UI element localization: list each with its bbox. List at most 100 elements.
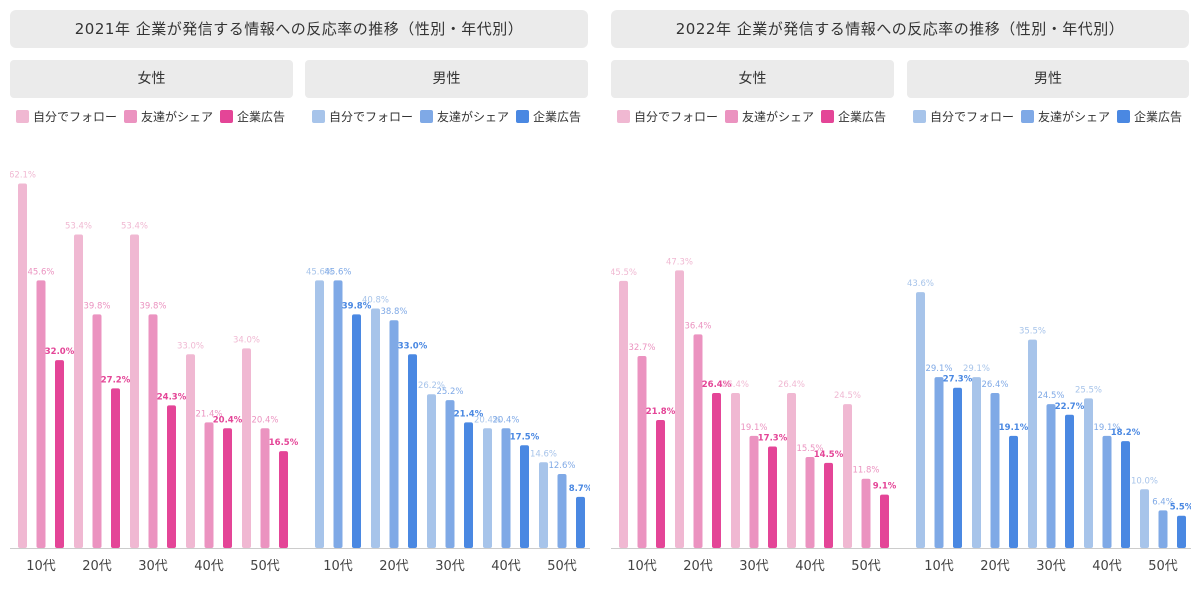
bar xyxy=(371,308,380,548)
data-label: 11.8% xyxy=(852,466,879,476)
data-label: 20.4% xyxy=(474,415,501,425)
bar xyxy=(242,348,251,548)
data-label: 36.4% xyxy=(684,321,711,331)
legend-item: 友達がシェア xyxy=(1021,108,1110,125)
bar xyxy=(576,496,585,548)
category-tick-label: 10代 xyxy=(26,559,56,574)
chart-panel-2022: 2022年 企業が発信する情報への反応率の推移（性別・年代別） 女性 男性 自分… xyxy=(611,0,1191,595)
data-label: 6.4% xyxy=(1152,497,1174,507)
data-label: 24.5% xyxy=(1037,391,1064,401)
legend-item: 自分でフォロー xyxy=(16,108,117,125)
bar xyxy=(1102,435,1112,548)
data-label: 38.8% xyxy=(380,307,407,317)
data-label: 8.7% xyxy=(569,484,590,494)
bar xyxy=(880,494,889,548)
legend-item: 自分でフォロー xyxy=(312,108,413,125)
bar xyxy=(768,446,777,548)
bar xyxy=(223,428,232,548)
bar xyxy=(539,462,548,548)
data-label: 21.4% xyxy=(195,409,222,419)
category-tick-label: 40代 xyxy=(1092,559,1122,574)
data-label: 45.6% xyxy=(27,267,54,277)
data-label: 12.6% xyxy=(548,461,575,471)
category-tick-label: 50代 xyxy=(851,559,881,574)
data-label: 53.4% xyxy=(121,222,148,232)
legend-swatch xyxy=(16,109,29,123)
bar xyxy=(18,183,27,548)
bar xyxy=(148,314,158,548)
category-tick-label: 30代 xyxy=(138,559,168,574)
legend-item: 企業広告 xyxy=(516,108,581,125)
bar xyxy=(92,314,102,548)
legend-label: 企業広告 xyxy=(1134,109,1183,124)
legend-label: 友達がシェア xyxy=(1038,109,1111,124)
data-label: 18.2% xyxy=(1111,428,1141,438)
legend-item: 友達がシェア xyxy=(725,108,814,125)
legend-item: 友達がシェア xyxy=(124,108,213,125)
data-label: 20.4% xyxy=(251,415,278,425)
category-tick-label: 20代 xyxy=(683,559,713,574)
data-label: 35.5% xyxy=(1019,327,1046,337)
bar xyxy=(861,478,871,548)
category-tick-label: 20代 xyxy=(82,559,112,574)
bar xyxy=(427,394,436,548)
bar xyxy=(130,234,139,548)
bar xyxy=(712,393,721,548)
data-label: 5.5% xyxy=(1170,503,1191,513)
data-label: 14.5% xyxy=(814,450,844,460)
legend-swatch xyxy=(821,109,835,123)
bar xyxy=(260,428,270,548)
data-label: 39.8% xyxy=(83,301,110,311)
category-tick-label: 50代 xyxy=(250,559,280,574)
bar xyxy=(787,393,796,548)
data-label: 14.6% xyxy=(530,449,557,459)
data-label: 16.5% xyxy=(269,438,299,448)
legend-swatch xyxy=(420,109,434,123)
data-label: 26.4% xyxy=(981,380,1008,390)
bar xyxy=(186,354,195,548)
bar xyxy=(1065,414,1074,548)
legend-label: 友達がシェア xyxy=(141,109,214,124)
male-group-header: 男性 xyxy=(305,60,588,98)
data-label: 45.6% xyxy=(306,267,333,277)
legend-swatch xyxy=(220,109,234,123)
category-tick-label: 20代 xyxy=(379,559,409,574)
bar xyxy=(675,270,684,548)
bar xyxy=(1084,398,1093,548)
legend-label: 企業広告 xyxy=(237,109,286,124)
data-label: 43.6% xyxy=(907,279,934,289)
data-label: 24.5% xyxy=(834,391,861,401)
bar xyxy=(916,292,925,548)
bar xyxy=(167,405,176,548)
category-tick-label: 50代 xyxy=(1148,559,1178,574)
bar xyxy=(557,474,567,548)
data-label: 9.1% xyxy=(873,482,897,492)
bar xyxy=(1140,489,1149,548)
category-tick-label: 50代 xyxy=(547,559,577,574)
data-label: 62.1% xyxy=(10,170,36,180)
legend-label: 企業広告 xyxy=(533,109,582,124)
bar xyxy=(352,314,361,548)
legend-swatch xyxy=(516,109,530,123)
bar xyxy=(934,377,944,548)
bar xyxy=(731,393,740,548)
bar xyxy=(1121,441,1130,548)
data-label: 10.0% xyxy=(1131,476,1158,486)
legend-swatch xyxy=(913,109,926,123)
legend-item: 企業広告 xyxy=(220,108,285,125)
data-label: 32.7% xyxy=(628,343,655,353)
data-label: 33.0% xyxy=(177,341,204,351)
legend-label: 友達がシェア xyxy=(437,109,510,124)
bar xyxy=(990,393,1000,548)
data-label: 15.5% xyxy=(796,444,823,454)
data-label: 25.2% xyxy=(436,387,463,397)
data-label: 17.3% xyxy=(758,433,788,443)
female-group-header: 女性 xyxy=(611,60,894,98)
chart-title: 2021年 企業が発信する情報への反応率の推移（性別・年代別） xyxy=(10,10,588,48)
bar xyxy=(111,388,120,548)
bar xyxy=(1009,435,1018,548)
bar xyxy=(333,280,343,548)
male-group-header: 男性 xyxy=(907,60,1189,98)
bar xyxy=(824,462,833,548)
data-label: 29.1% xyxy=(925,364,952,374)
